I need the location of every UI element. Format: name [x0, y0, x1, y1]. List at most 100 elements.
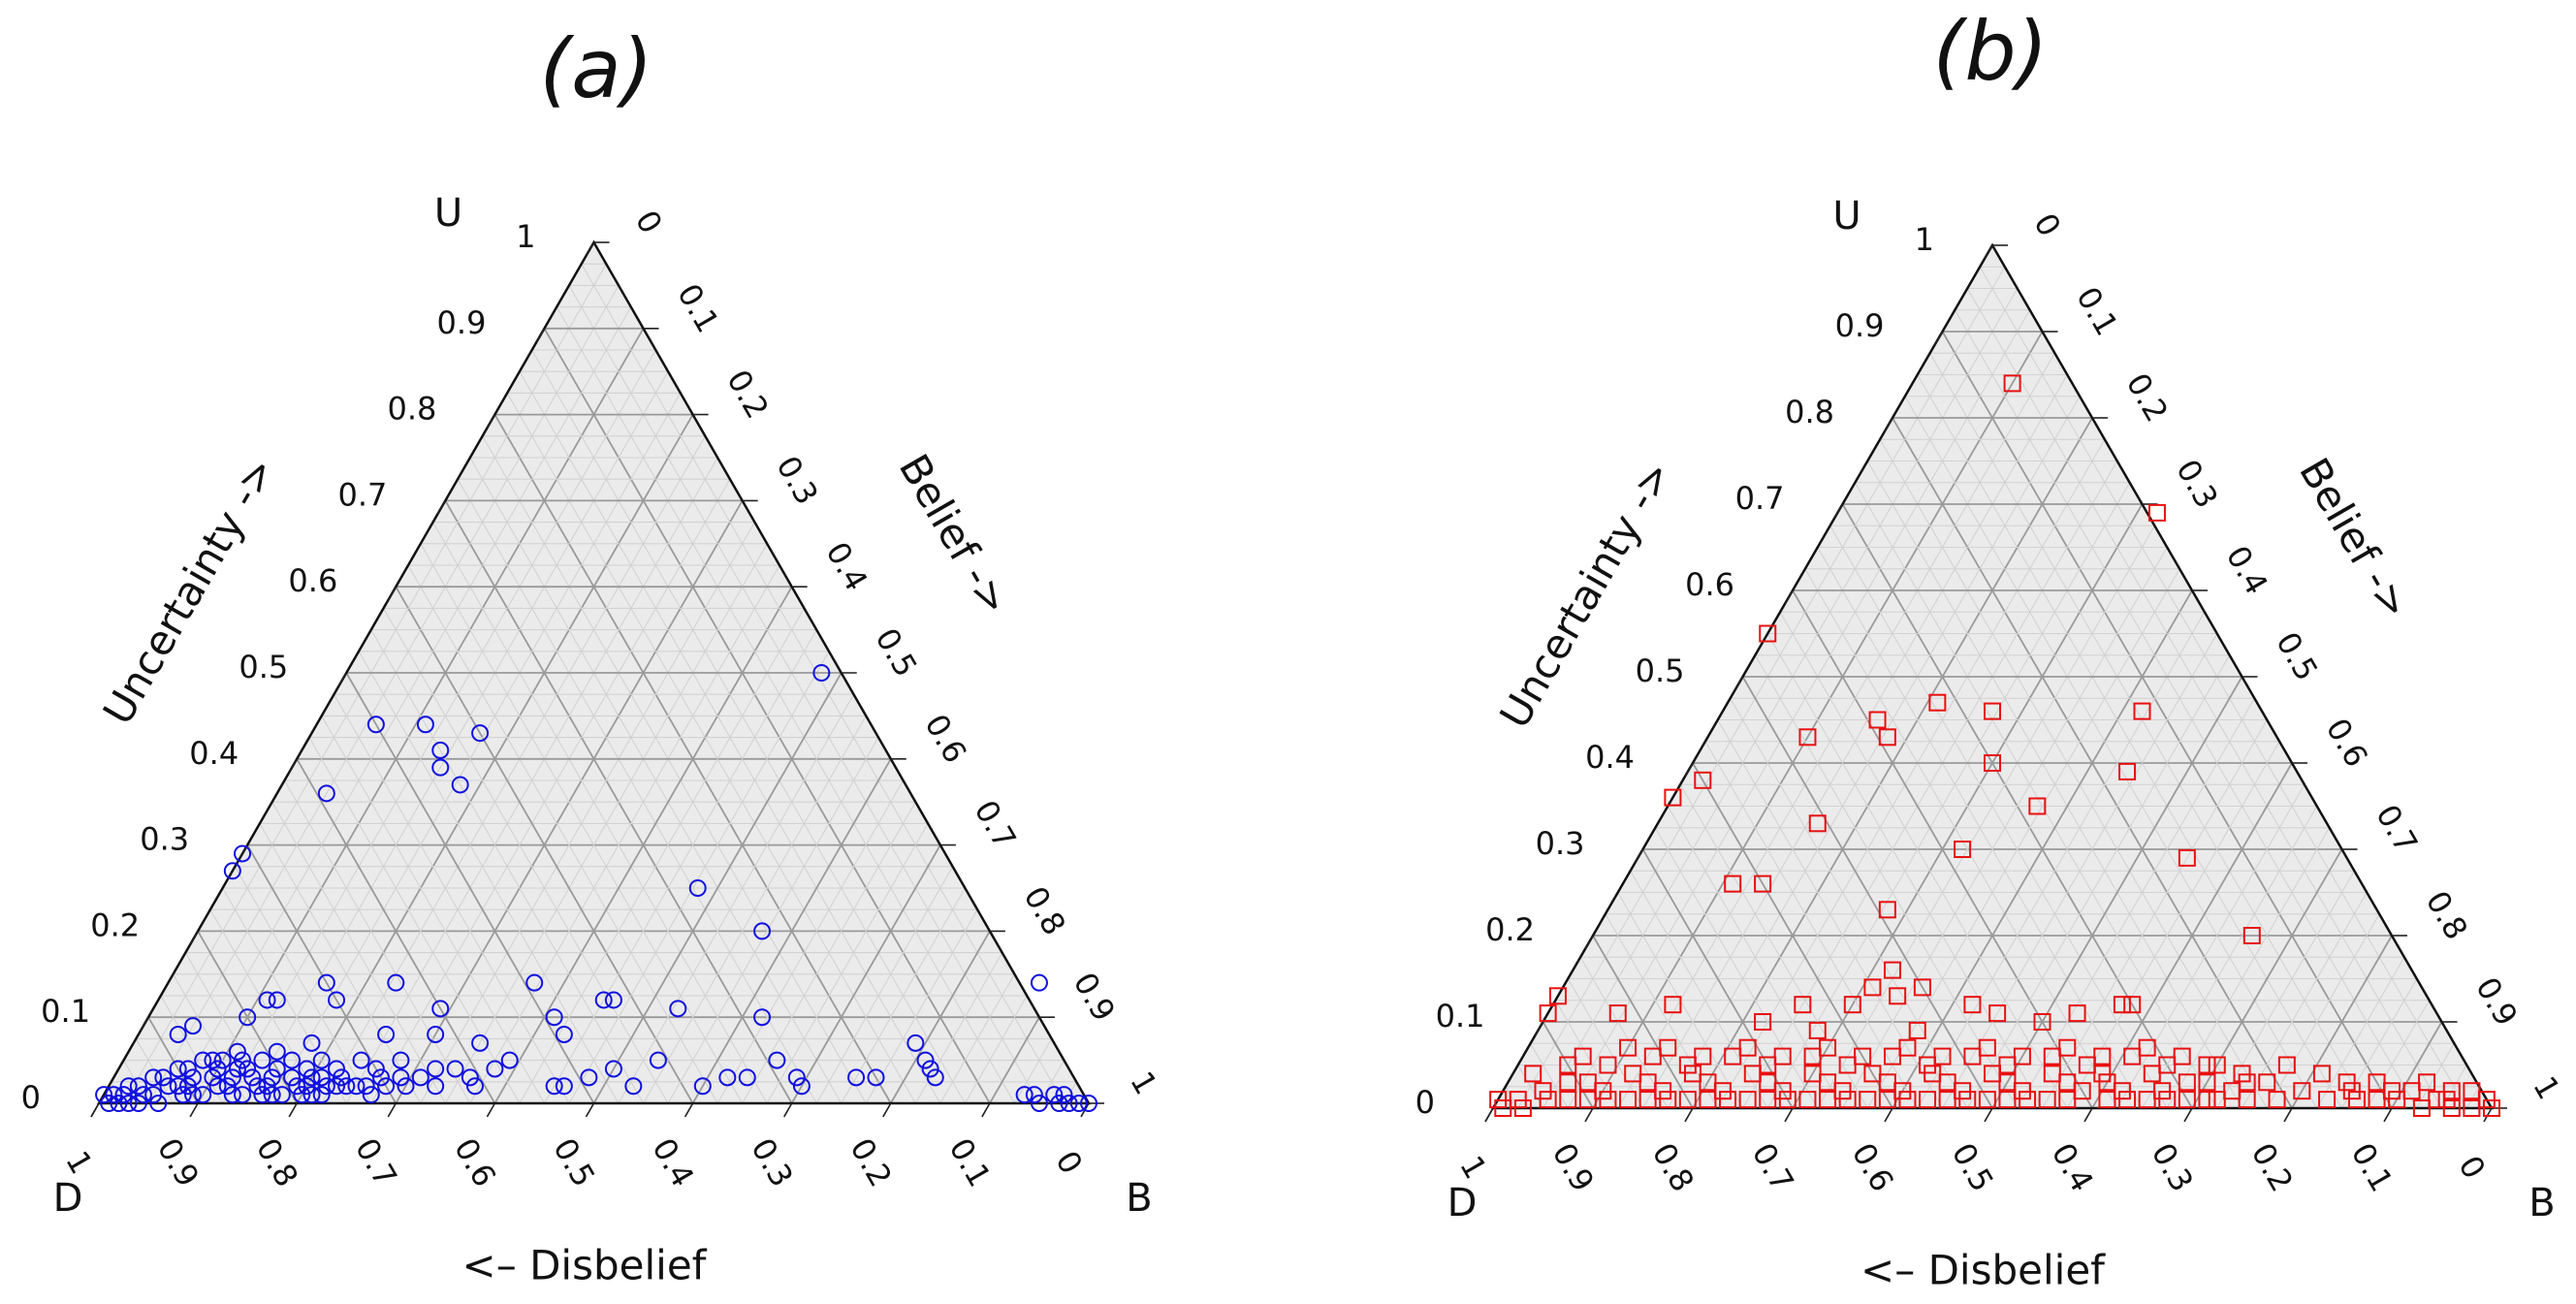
data-point	[2013, 1047, 2031, 1065]
tick-mark	[486, 414, 496, 429]
grid-line-major	[296, 758, 496, 1104]
tick-mark	[1933, 331, 1944, 346]
grid-line-minor	[370, 478, 731, 1104]
grid-line-minor	[1530, 1042, 1569, 1109]
data-point	[1015, 1086, 1034, 1104]
grid-line-minor	[358, 651, 620, 1104]
tick-mark	[1684, 1107, 1694, 1123]
tick-mark	[189, 1102, 199, 1118]
grid-line-minor	[964, 995, 1028, 1104]
data-point	[787, 1068, 806, 1087]
tick-mark	[535, 328, 546, 343]
data-point	[921, 1060, 939, 1078]
grid-line-major	[1741, 676, 1993, 1109]
data-point	[263, 1086, 281, 1104]
tick-mark	[486, 1102, 496, 1118]
axis-title-belief: Belief ->	[2290, 450, 2420, 626]
panel-b: (b) 00.10.20.30.40.50.60.70.80.91 00.10.2…	[1415, 4, 2568, 1294]
grid-line-minor	[1567, 978, 1643, 1109]
tick-label-uncertainty: 0.3	[140, 821, 189, 858]
data-point	[471, 1034, 490, 1052]
grid-line-minor	[766, 823, 929, 1104]
data-point	[110, 1095, 128, 1112]
grid-line-minor	[334, 693, 570, 1104]
tick-mark	[1784, 589, 1794, 605]
data-point	[1694, 1047, 1712, 1065]
tick-label-belief: 0.5	[2269, 625, 2325, 686]
data-point	[105, 1086, 123, 1104]
data-point	[1578, 1091, 1597, 1109]
tick-label-disbelief: 0.8	[249, 1131, 305, 1193]
tick-label-uncertainty: 0.2	[1485, 911, 1535, 948]
data-point	[451, 776, 469, 794]
data-point	[268, 991, 286, 1009]
tick-label-uncertainty: 0.4	[189, 735, 239, 772]
data-point	[288, 1077, 306, 1096]
tick-label-belief: 0.5	[868, 621, 924, 683]
data-point	[366, 1060, 385, 1078]
data-point	[812, 664, 831, 682]
data-point	[1808, 1021, 1827, 1039]
data-point	[178, 1077, 197, 1096]
tick-mark	[1584, 1107, 1594, 1123]
tick-mark	[585, 241, 595, 257]
grid-line-minor	[1517, 1065, 1543, 1109]
grid-line-minor	[1879, 438, 2268, 1109]
data-point	[2173, 1047, 2191, 1065]
data-point	[669, 1000, 687, 1018]
data-point	[2019, 1091, 2037, 1109]
data-point	[268, 1042, 286, 1061]
tick-label-disbelief: 0.1	[2344, 1136, 2401, 1197]
data-points	[95, 664, 1097, 1112]
tick-mark	[981, 1102, 991, 1118]
tick-mark	[1684, 762, 1694, 778]
tick-label-disbelief: 0.7	[348, 1131, 404, 1193]
grid-line-minor	[1804, 568, 2118, 1109]
data-point	[392, 1051, 410, 1069]
data-point	[169, 1077, 187, 1096]
data-point	[1958, 1091, 1977, 1109]
grid-line-minor	[716, 779, 905, 1104]
data-point	[411, 1068, 429, 1087]
data-point	[1659, 1091, 1677, 1109]
grid-line-minor	[283, 779, 471, 1104]
data-point	[223, 862, 241, 880]
data-point	[298, 1060, 316, 1078]
data-point	[1898, 1038, 1917, 1057]
data-point	[178, 1060, 197, 1078]
data-point	[1494, 1099, 1512, 1117]
tick-label-uncertainty: 0.4	[1585, 739, 1635, 776]
grid-line-minor	[1817, 525, 2155, 1109]
tick-mark	[189, 931, 199, 945]
data-point	[228, 1042, 246, 1061]
data-point	[1884, 961, 1901, 979]
tick-label-belief: 0.4	[818, 536, 875, 597]
data-point	[649, 1051, 667, 1069]
data-point	[387, 973, 405, 992]
data-point	[431, 741, 450, 759]
data-point	[604, 991, 622, 1009]
data-point	[2238, 1091, 2256, 1109]
data-point	[302, 1034, 321, 1052]
data-point	[298, 1077, 316, 1096]
data-point	[263, 1068, 281, 1087]
data-point	[2312, 1065, 2331, 1083]
grid-line-minor	[1942, 633, 2218, 1109]
data-point	[1878, 1091, 1896, 1109]
data-point	[768, 1051, 786, 1069]
tick-label-disbelief: 0.4	[2045, 1136, 2101, 1197]
tick-mark	[2083, 1107, 2093, 1123]
tick-mark	[387, 586, 397, 601]
data-point	[1933, 1047, 1952, 1065]
data-point	[337, 1077, 356, 1096]
grid-line-minor	[1954, 309, 2418, 1109]
data-point	[1030, 973, 1048, 992]
data-point	[1778, 1091, 1797, 1109]
tick-mark	[288, 1102, 298, 1118]
data-point	[2178, 848, 2196, 867]
grid-line-minor	[742, 801, 916, 1104]
tick-mark	[1634, 848, 1644, 864]
tick-mark	[1984, 1107, 1993, 1123]
tick-label-disbelief: 0.2	[843, 1131, 899, 1193]
grid-line-minor	[1717, 438, 2106, 1109]
